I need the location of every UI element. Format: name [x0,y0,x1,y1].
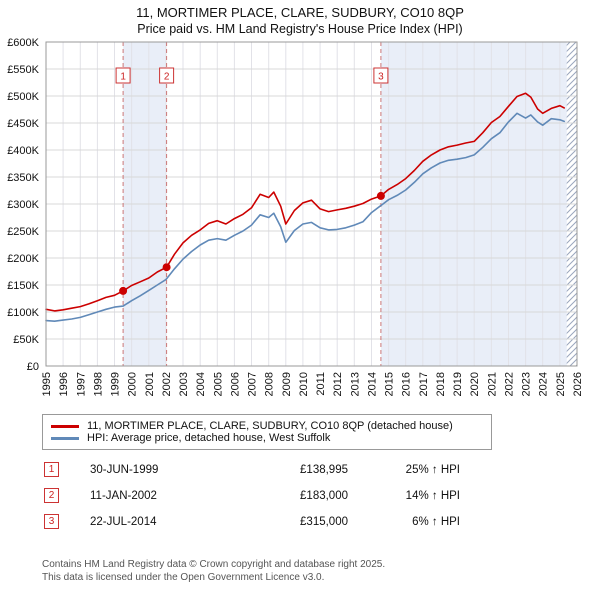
svg-text:2014: 2014 [367,372,379,396]
svg-text:2000: 2000 [127,372,139,396]
transaction-price: £138,995 [300,463,348,476]
svg-text:2008: 2008 [264,372,276,396]
transaction-date: 30-JUN-1999 [90,463,159,476]
svg-text:2013: 2013 [349,372,361,396]
svg-text:1996: 1996 [58,372,70,396]
svg-text:£50K: £50K [13,334,39,346]
svg-text:2009: 2009 [281,372,293,396]
svg-text:2010: 2010 [298,372,310,396]
legend-label: HPI: Average price, detached house, West… [87,432,331,444]
transaction-date: 22-JUL-2014 [90,515,157,528]
svg-text:2003: 2003 [178,372,190,396]
svg-text:2015: 2015 [384,372,396,396]
transaction-hpi: 25% ↑ HPI [405,463,460,476]
footer: Contains HM Land Registry data © Crown c… [42,558,385,584]
svg-text:2002: 2002 [161,372,173,396]
svg-text:2016: 2016 [401,372,413,396]
svg-text:2019: 2019 [452,372,464,396]
svg-text:1999: 1999 [110,372,122,396]
svg-text:£350K: £350K [7,172,39,184]
svg-text:£250K: £250K [7,226,39,238]
svg-text:£600K: £600K [7,37,39,49]
svg-text:£100K: £100K [7,307,39,319]
svg-text:2026: 2026 [572,372,584,396]
svg-text:£150K: £150K [7,280,39,292]
svg-text:2012: 2012 [332,372,344,396]
svg-text:2001: 2001 [144,372,156,396]
transaction-number: 1 [44,462,59,477]
transaction-number: 3 [44,514,59,529]
transaction-row: 1 30-JUN-1999 £138,995 25% ↑ HPI [44,462,600,477]
transaction-row: 2 11-JAN-2002 £183,000 14% ↑ HPI [44,488,600,503]
legend-entry: HPI: Average price, detached house, West… [51,432,483,444]
transaction-price: £183,000 [300,489,348,502]
transaction-date: 11-JAN-2002 [90,489,157,502]
svg-text:2017: 2017 [418,372,430,396]
legend-entry: 11, MORTIMER PLACE, CLARE, SUDBURY, CO10… [51,420,483,432]
legend-swatch [51,424,79,428]
price-chart: 1995 1996 1997 1998 1999 2000 2001 2002 2003 2004… [7,37,584,396]
legend: 11, MORTIMER PLACE, CLARE, SUDBURY, CO10… [42,414,492,450]
svg-text:1998: 1998 [92,372,104,396]
legend-rows: 11, MORTIMER PLACE, CLARE, SUDBURY, CO10… [51,420,483,444]
svg-text:1997: 1997 [75,372,87,396]
svg-text:2007: 2007 [247,372,259,396]
svg-text:2011: 2011 [315,372,327,396]
svg-text:2: 2 [164,72,170,83]
svg-text:2004: 2004 [195,372,207,396]
svg-text:1: 1 [120,72,126,83]
chart-subtitle: Price paid vs. HM Land Registry's House … [137,22,463,36]
svg-text:£400K: £400K [7,145,39,157]
svg-text:3: 3 [378,72,384,83]
transaction-row: 3 22-JUL-2014 £315,000 6% ↑ HPI [44,514,600,529]
svg-text:2024: 2024 [538,372,550,396]
svg-text:£500K: £500K [7,91,39,103]
footer-line1: Contains HM Land Registry data © Crown c… [42,558,386,570]
svg-text:£450K: £450K [7,118,39,130]
svg-text:£550K: £550K [7,64,39,76]
svg-text:2023: 2023 [521,372,533,396]
svg-text:2006: 2006 [229,372,241,396]
legend-swatch [51,436,79,440]
svg-text:£200K: £200K [7,253,39,265]
svg-text:2020: 2020 [469,372,481,396]
svg-text:2022: 2022 [504,372,516,396]
svg-text:£300K: £300K [7,199,39,211]
transaction-hpi: 6% ↑ HPI [412,515,460,528]
svg-text:2025: 2025 [555,372,567,396]
transaction-hpi: 14% ↑ HPI [405,489,460,502]
svg-text:2005: 2005 [212,372,224,396]
footer-line2: This data is licensed under the Open Gov… [42,571,325,583]
svg-text:2018: 2018 [435,372,447,396]
svg-text:1995: 1995 [41,372,53,396]
svg-text:2021: 2021 [486,372,498,396]
transactions-list: 1 30-JUN-1999 £138,995 25% ↑ HPI 2 11-JAN-200… [44,462,600,529]
transaction-number: 2 [44,488,59,503]
chart-title: 11, MORTIMER PLACE, CLARE, SUDBURY, CO10… [136,5,464,20]
legend-label: 11, MORTIMER PLACE, CLARE, SUDBURY, CO10… [87,420,453,432]
transaction-price: £315,000 [300,515,348,528]
svg-text:£0: £0 [27,361,39,373]
